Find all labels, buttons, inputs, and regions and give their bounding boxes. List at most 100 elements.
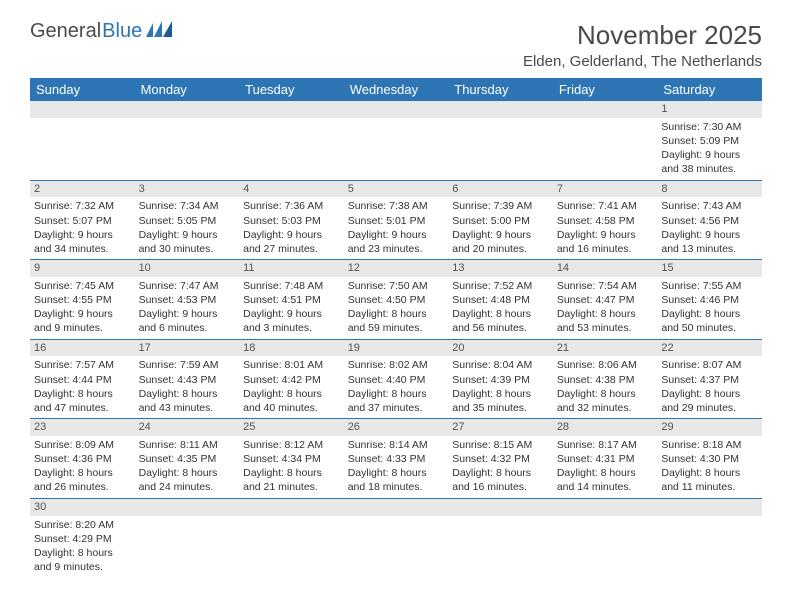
day-number: 14	[553, 260, 658, 277]
sunrise-line: Sunrise: 7:36 AM	[243, 199, 340, 213]
day-details	[239, 118, 344, 123]
day-cell: 30Sunrise: 8:20 AMSunset: 4:29 PMDayligh…	[30, 498, 135, 577]
day-details: Sunrise: 8:09 AMSunset: 4:36 PMDaylight:…	[30, 436, 135, 498]
day-cell: 27Sunrise: 8:15 AMSunset: 4:32 PMDayligh…	[448, 419, 553, 499]
daylight-line: Daylight: 9 hours	[452, 228, 549, 242]
day-details	[30, 118, 135, 123]
day-cell: 2Sunrise: 7:32 AMSunset: 5:07 PMDaylight…	[30, 180, 135, 260]
daylight-line: Daylight: 8 hours	[34, 387, 131, 401]
sunrise-line: Sunrise: 7:57 AM	[34, 358, 131, 372]
daylight-line: and 21 minutes.	[243, 480, 340, 494]
day-number: 21	[553, 340, 658, 357]
daylight-line: and 23 minutes.	[348, 242, 445, 256]
daylight-line: Daylight: 9 hours	[139, 307, 236, 321]
daylight-line: Daylight: 8 hours	[557, 466, 654, 480]
sunset-line: Sunset: 4:53 PM	[139, 293, 236, 307]
day-details: Sunrise: 8:15 AMSunset: 4:32 PMDaylight:…	[448, 436, 553, 498]
day-cell: 5Sunrise: 7:38 AMSunset: 5:01 PMDaylight…	[344, 180, 449, 260]
day-number: 8	[657, 181, 762, 198]
daylight-line: and 24 minutes.	[139, 480, 236, 494]
daylight-line: Daylight: 8 hours	[452, 387, 549, 401]
day-number: 24	[135, 419, 240, 436]
day-number: 6	[448, 181, 553, 198]
daylight-line: and 29 minutes.	[661, 401, 758, 415]
day-details: Sunrise: 7:48 AMSunset: 4:51 PMDaylight:…	[239, 277, 344, 339]
sunset-line: Sunset: 5:09 PM	[661, 134, 758, 148]
daylight-line: and 30 minutes.	[139, 242, 236, 256]
day-cell: 23Sunrise: 8:09 AMSunset: 4:36 PMDayligh…	[30, 419, 135, 499]
sunrise-line: Sunrise: 8:11 AM	[139, 438, 236, 452]
day-details	[553, 516, 658, 521]
sunset-line: Sunset: 4:46 PM	[661, 293, 758, 307]
header-row: Sunday Monday Tuesday Wednesday Thursday…	[30, 78, 762, 101]
day-details: Sunrise: 7:50 AMSunset: 4:50 PMDaylight:…	[344, 277, 449, 339]
day-number: 5	[344, 181, 449, 198]
day-cell: 28Sunrise: 8:17 AMSunset: 4:31 PMDayligh…	[553, 419, 658, 499]
sunrise-line: Sunrise: 7:32 AM	[34, 199, 131, 213]
day-details: Sunrise: 7:45 AMSunset: 4:55 PMDaylight:…	[30, 277, 135, 339]
daylight-line: Daylight: 9 hours	[557, 228, 654, 242]
daylight-line: and 35 minutes.	[452, 401, 549, 415]
sunrise-line: Sunrise: 8:17 AM	[557, 438, 654, 452]
daylight-line: and 50 minutes.	[661, 321, 758, 335]
day-details: Sunrise: 7:43 AMSunset: 4:56 PMDaylight:…	[657, 197, 762, 259]
day-cell	[239, 101, 344, 180]
day-number	[239, 499, 344, 516]
sunrise-line: Sunrise: 7:45 AM	[34, 279, 131, 293]
day-cell: 15Sunrise: 7:55 AMSunset: 4:46 PMDayligh…	[657, 260, 762, 340]
day-cell	[344, 101, 449, 180]
col-thursday: Thursday	[448, 78, 553, 101]
sunset-line: Sunset: 4:50 PM	[348, 293, 445, 307]
day-number: 18	[239, 340, 344, 357]
logo-text-2: Blue	[102, 20, 142, 43]
sunrise-line: Sunrise: 8:04 AM	[452, 358, 549, 372]
day-details: Sunrise: 7:36 AMSunset: 5:03 PMDaylight:…	[239, 197, 344, 259]
daylight-line: Daylight: 8 hours	[661, 307, 758, 321]
day-details: Sunrise: 7:54 AMSunset: 4:47 PMDaylight:…	[553, 277, 658, 339]
day-number: 3	[135, 181, 240, 198]
day-number: 29	[657, 419, 762, 436]
daylight-line: and 3 minutes.	[243, 321, 340, 335]
sunset-line: Sunset: 4:30 PM	[661, 452, 758, 466]
sunset-line: Sunset: 4:37 PM	[661, 373, 758, 387]
daylight-line: and 47 minutes.	[34, 401, 131, 415]
sunrise-line: Sunrise: 8:07 AM	[661, 358, 758, 372]
title-block: November 2025 Elden, Gelderland, The Net…	[523, 20, 762, 70]
daylight-line: Daylight: 8 hours	[139, 466, 236, 480]
daylight-line: Daylight: 9 hours	[34, 307, 131, 321]
day-cell	[448, 101, 553, 180]
col-wednesday: Wednesday	[344, 78, 449, 101]
logo: GeneralBlue	[30, 20, 172, 43]
sunrise-line: Sunrise: 7:38 AM	[348, 199, 445, 213]
daylight-line: Daylight: 8 hours	[34, 466, 131, 480]
daylight-line: and 27 minutes.	[243, 242, 340, 256]
sunrise-line: Sunrise: 7:54 AM	[557, 279, 654, 293]
sunset-line: Sunset: 4:55 PM	[34, 293, 131, 307]
daylight-line: Daylight: 8 hours	[139, 387, 236, 401]
day-details	[344, 516, 449, 521]
sunset-line: Sunset: 5:01 PM	[348, 214, 445, 228]
day-details	[135, 118, 240, 123]
location: Elden, Gelderland, The Netherlands	[523, 53, 762, 70]
day-number: 12	[344, 260, 449, 277]
day-number	[344, 101, 449, 118]
sunrise-line: Sunrise: 7:48 AM	[243, 279, 340, 293]
daylight-line: Daylight: 8 hours	[452, 307, 549, 321]
day-number: 20	[448, 340, 553, 357]
day-details: Sunrise: 8:07 AMSunset: 4:37 PMDaylight:…	[657, 356, 762, 418]
day-number: 10	[135, 260, 240, 277]
day-cell: 21Sunrise: 8:06 AMSunset: 4:38 PMDayligh…	[553, 339, 658, 419]
sunset-line: Sunset: 4:29 PM	[34, 532, 131, 546]
logo-text-1: General	[30, 20, 101, 43]
sunset-line: Sunset: 4:56 PM	[661, 214, 758, 228]
daylight-line: Daylight: 8 hours	[34, 546, 131, 560]
daylight-line: Daylight: 8 hours	[243, 387, 340, 401]
day-cell: 17Sunrise: 7:59 AMSunset: 4:43 PMDayligh…	[135, 339, 240, 419]
day-number	[448, 499, 553, 516]
sunrise-line: Sunrise: 7:43 AM	[661, 199, 758, 213]
day-cell: 20Sunrise: 8:04 AMSunset: 4:39 PMDayligh…	[448, 339, 553, 419]
day-number: 28	[553, 419, 658, 436]
day-number: 11	[239, 260, 344, 277]
sunrise-line: Sunrise: 7:59 AM	[139, 358, 236, 372]
daylight-line: Daylight: 8 hours	[452, 466, 549, 480]
